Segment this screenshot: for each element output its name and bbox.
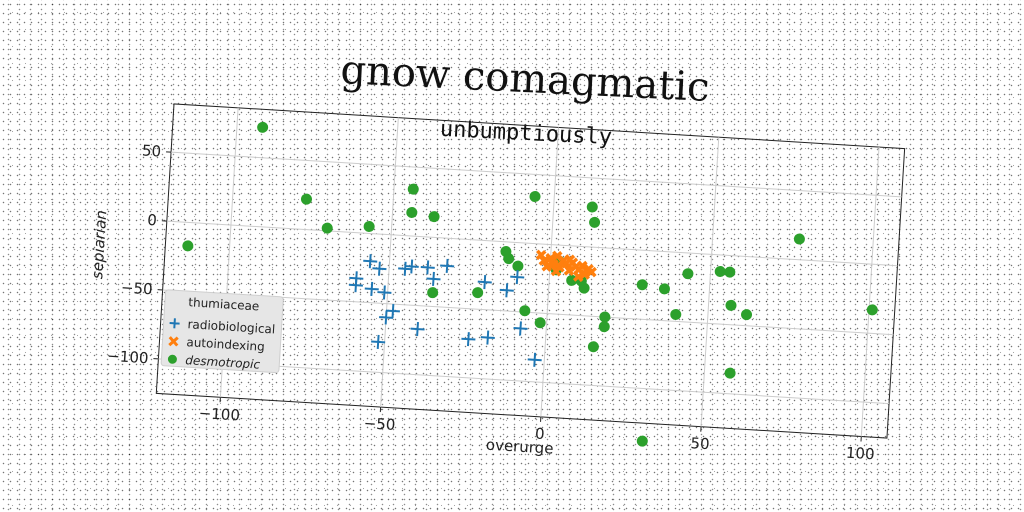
desmotropic-point	[793, 233, 805, 245]
y-grid-line	[171, 151, 902, 198]
autoindexing-point	[576, 260, 588, 272]
x-grid-line	[700, 137, 720, 427]
radiobiological-point	[363, 254, 378, 269]
radiobiological-point	[349, 271, 364, 286]
radiobiological-point	[398, 261, 413, 276]
desmotropic-point	[300, 193, 312, 205]
desmotropic-point	[586, 201, 598, 213]
radiobiological-point	[480, 330, 495, 345]
desmotropic-point	[599, 311, 611, 323]
x-tick-label: 0	[534, 425, 545, 444]
legend: thumiaceae radiobiological autoindexing …	[160, 289, 284, 374]
y-grid-line	[166, 220, 898, 267]
legend-label: radiobiological	[187, 317, 275, 336]
radiobiological-point	[379, 310, 394, 325]
desmotropic-point	[658, 283, 670, 295]
desmotropic-point	[866, 304, 878, 316]
y-tick-label: −100	[107, 347, 149, 367]
radiobiological-point	[513, 321, 528, 336]
radiobiological-point	[371, 334, 386, 349]
y-tick-label: −50	[120, 278, 153, 298]
desmotropic-point	[519, 305, 531, 317]
y-grid-line	[158, 358, 890, 405]
desmotropic-point	[724, 266, 736, 278]
plot-area: −100 −50 0 50 100 50 0 −50 −100 overurge sepiari…	[88, 103, 906, 464]
desmotropic-point	[714, 266, 726, 278]
radiobiological-point	[426, 271, 441, 286]
desmotropic-point	[406, 207, 418, 219]
x-grid-line	[380, 117, 399, 408]
desmotropic-point	[321, 222, 333, 234]
x-tick-label: −50	[363, 414, 396, 434]
legend-box	[160, 289, 284, 374]
x-tick-label: 100	[845, 444, 875, 464]
data-marks	[182, 121, 878, 447]
radiobiological-point	[372, 261, 387, 276]
desmotropic-point	[589, 216, 601, 228]
radiobiological-point	[364, 281, 379, 296]
legend-entry-autoindexing: autoindexing	[168, 335, 265, 354]
desmotropic-point	[636, 435, 648, 447]
desmotropic-point	[407, 183, 419, 195]
radiobiological-point	[410, 322, 425, 337]
desmotropic-point	[578, 282, 590, 294]
desmotropic-point	[598, 321, 610, 333]
y-tick-label: 0	[147, 211, 158, 230]
desmotropic-point	[587, 341, 599, 353]
desmotropic-point	[741, 309, 753, 321]
desmotropic-point	[534, 317, 546, 329]
desmotropic-point	[363, 221, 375, 233]
desmotropic-point	[682, 268, 694, 280]
radiobiological-point	[499, 283, 514, 298]
x-grid-line	[860, 146, 880, 437]
radiobiological-point	[477, 274, 492, 290]
desmotropic-point	[566, 274, 578, 286]
legend-entry-radiobiological: radiobiological	[169, 317, 276, 336]
desmotropic-point	[725, 299, 737, 311]
desmotropic-point	[503, 253, 515, 265]
chart-title: gnow comagmatic	[340, 47, 711, 111]
legend-marker-x	[168, 336, 179, 347]
legend-marker-circle	[167, 354, 177, 364]
autoindexing-point	[541, 261, 553, 272]
legend-marker-plus	[169, 318, 180, 329]
y-tick-label: 50	[141, 141, 161, 160]
x-axis-label: overurge	[485, 436, 554, 458]
autoindexing-point	[572, 271, 584, 283]
autoindexing-point	[564, 254, 576, 265]
legend-entry-desmotropic: desmotropic	[167, 353, 261, 372]
desmotropic-point	[428, 211, 440, 223]
autoindexing-point	[548, 258, 559, 270]
desmotropic-point	[636, 279, 648, 291]
desmotropic-point	[724, 367, 736, 379]
desmotropic-point	[512, 260, 524, 272]
x-tick-label: −100	[198, 404, 240, 424]
desmotropic-point	[529, 191, 541, 203]
radiobiological-point	[404, 259, 419, 274]
autoindexing-point	[586, 266, 597, 278]
legend-title: thumiaceae	[188, 295, 260, 313]
radiobiological-point	[461, 332, 476, 347]
y-axis-label: sepiarian	[88, 210, 110, 280]
radiobiological-point	[440, 258, 455, 273]
desmotropic-point	[257, 121, 269, 133]
grid-lines	[158, 107, 902, 437]
desmotropic-point	[427, 287, 439, 299]
axes-frame	[155, 103, 906, 439]
radiobiological-point	[420, 260, 435, 275]
x-tick-label: 50	[690, 434, 710, 453]
autoindexing-point	[550, 265, 562, 277]
desmotropic-point	[670, 308, 682, 320]
radiobiological-point	[527, 352, 542, 367]
desmotropic-point	[182, 240, 194, 252]
radiobiological-point	[385, 303, 400, 319]
radiobiological-point	[377, 285, 392, 300]
tick-labels: −100 −50 0 50 100 50 0 −50 −100	[107, 141, 875, 464]
desmotropic-point	[472, 287, 484, 299]
legend-label: desmotropic	[185, 353, 261, 372]
radiobiological-point	[510, 270, 525, 285]
legend-label: autoindexing	[186, 335, 265, 354]
